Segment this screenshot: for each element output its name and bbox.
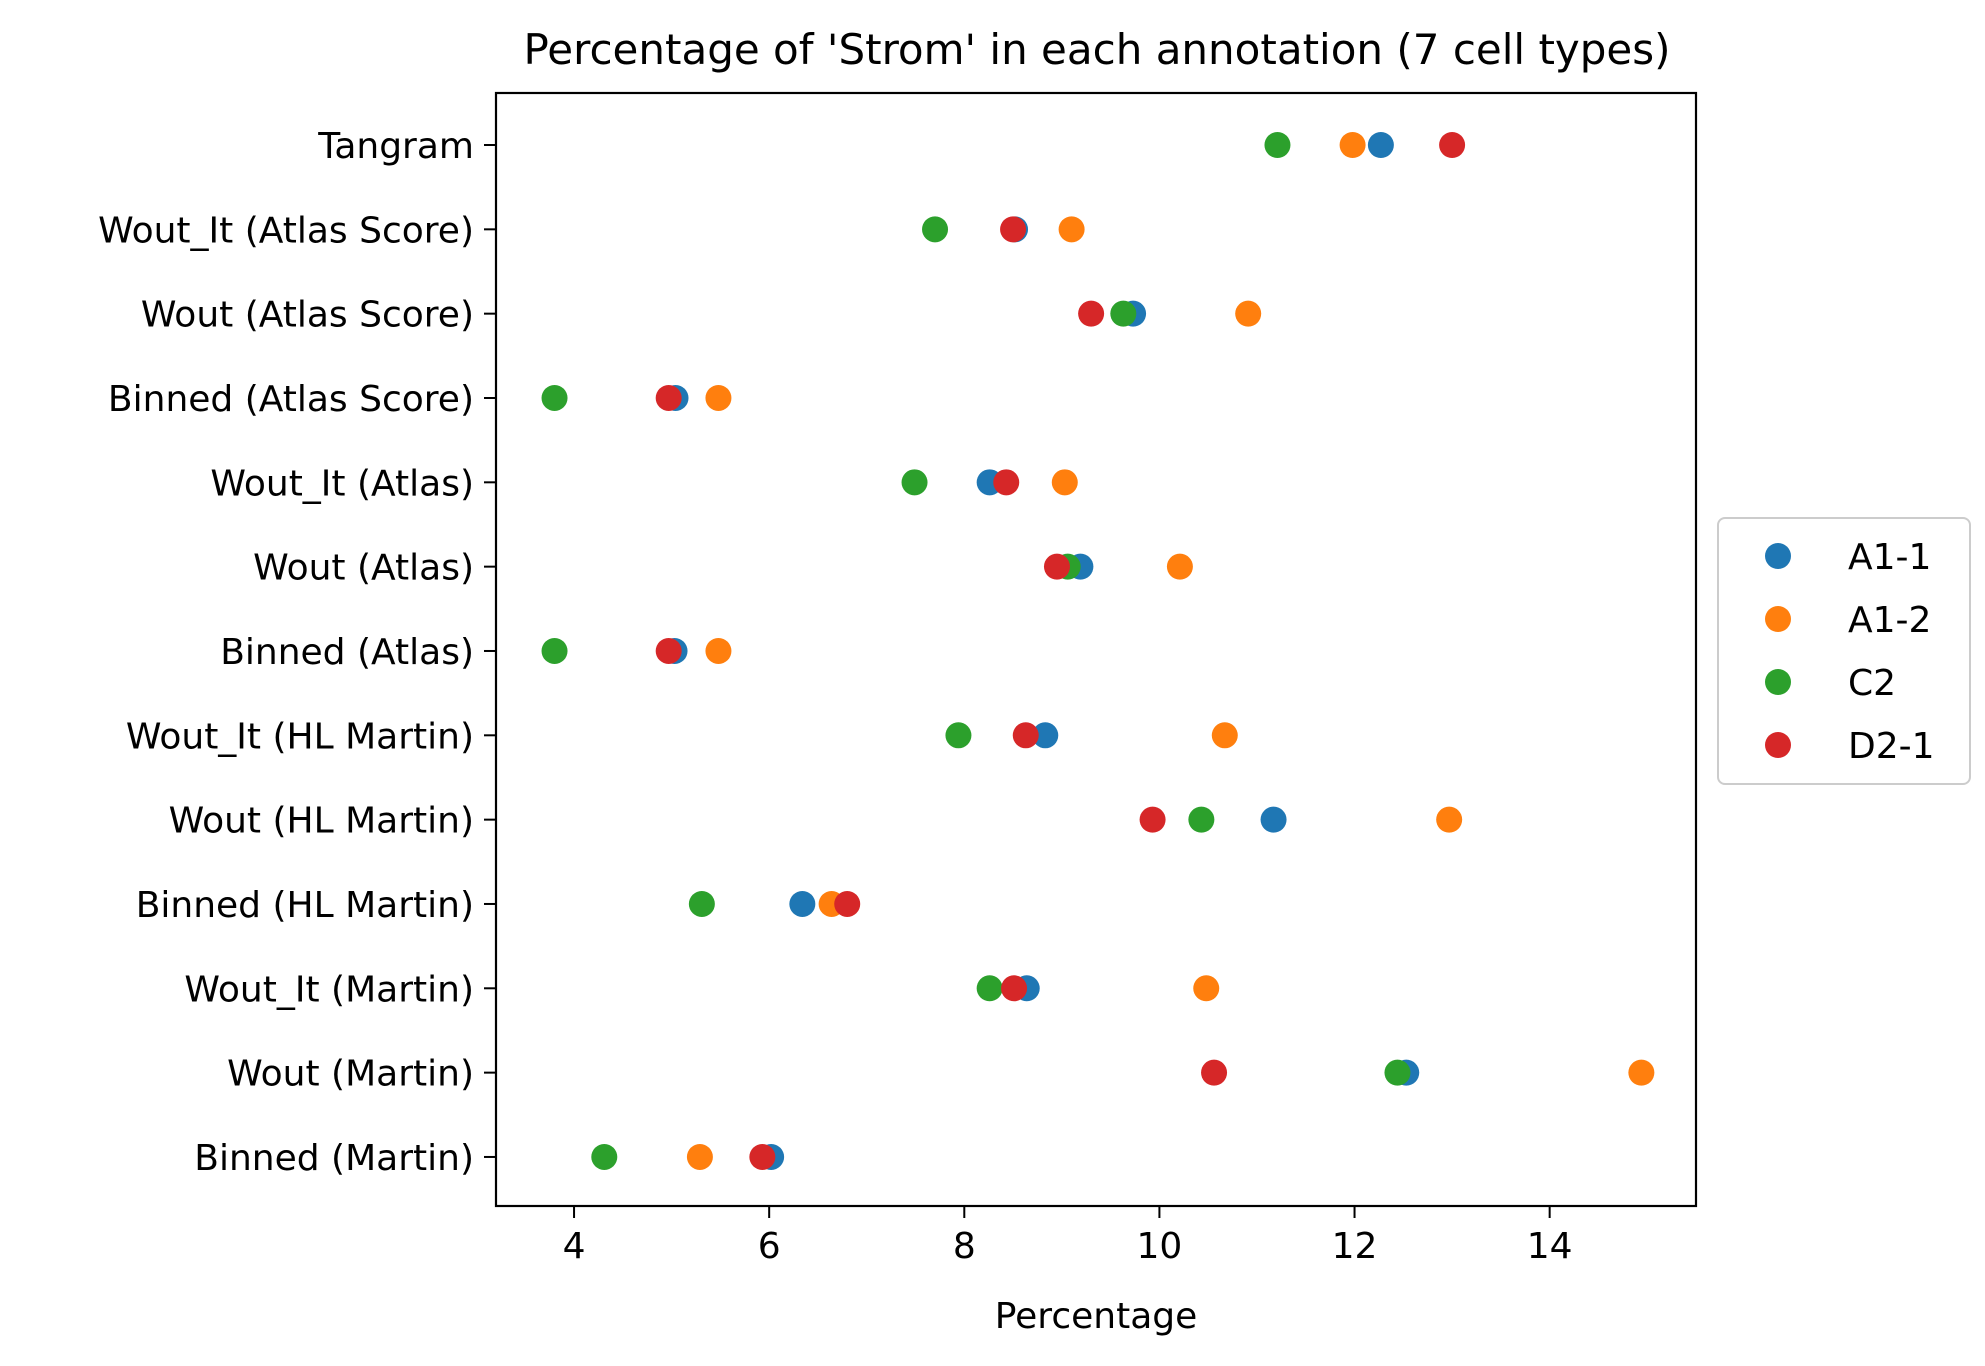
y-tick-label: Wout (Atlas Score) xyxy=(141,295,474,336)
series-c2 xyxy=(541,132,1411,1170)
data-point xyxy=(1439,132,1466,158)
data-point xyxy=(591,1143,618,1170)
x-tick-label: 6 xyxy=(758,1226,781,1267)
y-tick-label: Binned (Atlas) xyxy=(220,632,474,673)
data-point xyxy=(1032,722,1059,749)
x-tick-label: 12 xyxy=(1332,1226,1378,1267)
series-a1-2 xyxy=(686,132,1655,1170)
data-point xyxy=(1193,975,1220,1002)
x-tick-label: 14 xyxy=(1527,1226,1573,1267)
data-point xyxy=(655,384,682,411)
data-point xyxy=(541,384,568,411)
data-point xyxy=(749,1143,776,1170)
data-point xyxy=(1339,132,1366,158)
data-point xyxy=(901,469,928,496)
data-point xyxy=(1188,806,1215,833)
data-point xyxy=(1201,1059,1228,1086)
data-points xyxy=(541,132,1655,1170)
series-d2-1 xyxy=(655,132,1466,1170)
data-point xyxy=(1078,300,1105,327)
data-point xyxy=(686,1143,713,1170)
data-point xyxy=(655,637,682,664)
legend-entry-label: A1-1 xyxy=(1848,537,1931,578)
data-point xyxy=(1235,300,1262,327)
data-point xyxy=(1012,722,1039,749)
data-point xyxy=(1384,1059,1411,1086)
x-tick-label: 8 xyxy=(953,1226,976,1267)
y-tick-label: Wout_It (Martin) xyxy=(184,969,474,1010)
data-point xyxy=(541,637,568,664)
y-tick-label: Wout_It (Atlas) xyxy=(210,463,474,504)
y-tick-label: Binned (HL Martin) xyxy=(136,885,474,926)
legend-entry-label: A1-2 xyxy=(1848,600,1931,641)
data-point xyxy=(1000,216,1027,243)
data-point xyxy=(993,469,1020,496)
data-point xyxy=(945,722,972,749)
data-point xyxy=(1211,722,1238,749)
data-point xyxy=(1001,975,1028,1002)
data-point xyxy=(705,384,732,411)
legend-marker xyxy=(1765,669,1791,695)
data-point xyxy=(1264,132,1291,158)
data-point xyxy=(688,890,715,917)
y-tick-label: Tangram xyxy=(317,126,474,167)
y-tick-label: Wout (Atlas) xyxy=(253,548,474,589)
data-point xyxy=(1058,216,1085,243)
x-axis-ticks: 4 6 8 10 12 14 xyxy=(563,1206,1573,1267)
data-point xyxy=(1139,806,1166,833)
legend-marker xyxy=(1765,543,1791,569)
legend-entry-label: D2-1 xyxy=(1848,726,1935,767)
x-axis-label: Percentage xyxy=(995,1296,1198,1337)
legend-box xyxy=(1717,517,1971,785)
data-point xyxy=(1110,300,1137,327)
data-point xyxy=(1367,132,1394,158)
x-tick-label: 4 xyxy=(563,1226,586,1267)
y-tick-label: Wout_It (Atlas Score) xyxy=(98,210,474,251)
data-point xyxy=(789,890,816,917)
data-point xyxy=(976,975,1003,1002)
y-tick-label: Wout_It (HL Martin) xyxy=(126,716,474,757)
data-point xyxy=(834,890,861,917)
y-tick-label: Wout (HL Martin) xyxy=(169,801,474,842)
data-point xyxy=(1628,1059,1655,1086)
y-axis-ticks: Tangram Wout_It (Atlas Score) Wout (Atlas … xyxy=(98,126,496,1179)
data-point xyxy=(705,637,732,664)
data-point xyxy=(1436,806,1463,833)
plot-frame xyxy=(494,91,1698,1208)
data-point xyxy=(1166,553,1193,580)
chart-title: Percentage of 'Strom' in each annotation… xyxy=(523,25,1670,74)
legend: A1-1 A1-2 C2 D2-1 xyxy=(1717,517,1971,785)
y-tick-label: Binned (Atlas Score) xyxy=(108,379,474,420)
legend-marker xyxy=(1765,732,1791,758)
data-point xyxy=(1051,469,1078,496)
x-tick-label: 10 xyxy=(1137,1226,1183,1267)
data-point xyxy=(1260,806,1287,833)
legend-marker xyxy=(1765,606,1791,632)
y-tick-label: Binned (Martin) xyxy=(194,1138,474,1179)
y-tick-label: Wout (Martin) xyxy=(227,1054,474,1095)
data-point xyxy=(1043,553,1070,580)
data-point xyxy=(922,216,949,243)
legend-entry-label: C2 xyxy=(1848,663,1896,704)
